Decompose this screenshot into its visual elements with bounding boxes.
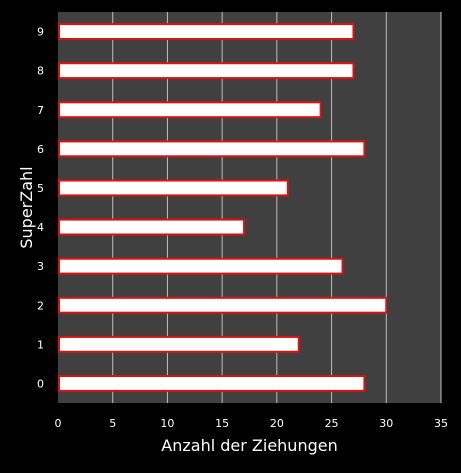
y-tick-label: 1 <box>37 338 44 351</box>
bar <box>58 257 344 275</box>
y-tick-label: 6 <box>37 143 44 156</box>
y-tick-label: 8 <box>37 65 44 78</box>
x-tick-label: 10 <box>160 417 174 430</box>
bar <box>58 140 366 158</box>
bar <box>58 62 355 80</box>
x-axis-ticks: 0 5 10 15 20 25 30 35 <box>55 417 449 430</box>
x-axis-title: Anzahl der Ziehungen <box>161 436 337 455</box>
bar <box>58 179 289 197</box>
x-tick-label: 35 <box>434 417 448 430</box>
bar <box>58 335 300 353</box>
y-tick-label: 4 <box>37 221 44 234</box>
x-tick-label: 25 <box>325 417 339 430</box>
y-tick-label: 2 <box>37 299 44 312</box>
x-tick-label: 20 <box>270 417 284 430</box>
x-tick-label: 30 <box>379 417 393 430</box>
y-tick-label: 0 <box>37 377 44 390</box>
y-tick-label: 3 <box>37 260 44 273</box>
bar <box>58 23 355 40</box>
y-tick-label: 5 <box>37 182 44 195</box>
y-tick-label: 9 <box>37 26 44 39</box>
y-tick-label: 7 <box>37 104 44 117</box>
x-tick-label: 0 <box>55 417 62 430</box>
bar <box>58 296 388 314</box>
y-axis-ticks: 0 1 2 3 4 5 6 7 8 9 <box>37 26 44 391</box>
bar <box>58 101 322 119</box>
bar <box>58 218 246 236</box>
x-tick-label: 5 <box>109 417 116 430</box>
y-axis-title: SuperZahl <box>17 166 36 248</box>
bars <box>58 23 388 392</box>
bar <box>58 375 366 392</box>
x-tick-label: 15 <box>215 417 229 430</box>
